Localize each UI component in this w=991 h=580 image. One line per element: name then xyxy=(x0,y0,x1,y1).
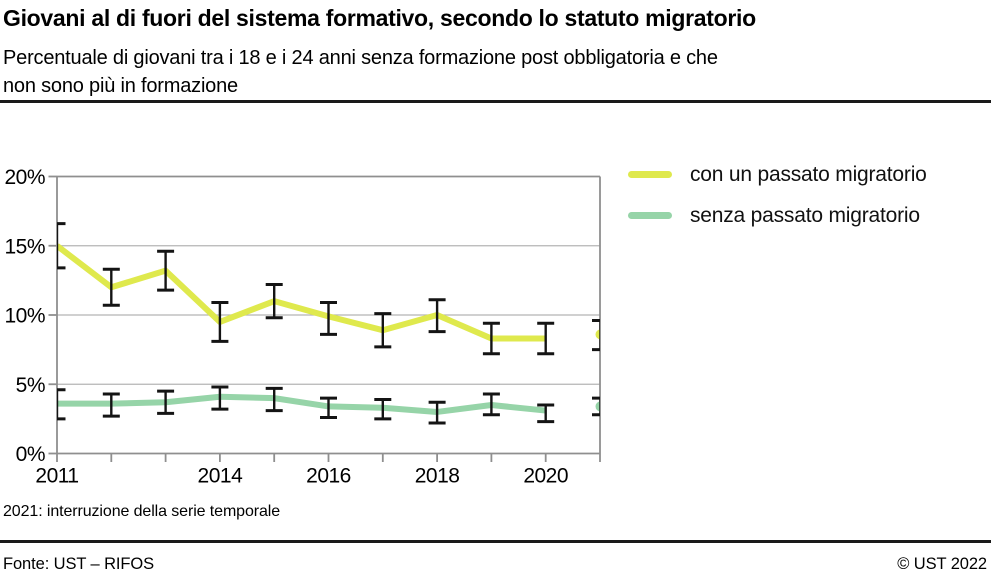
y-axis-label: 20% xyxy=(4,166,45,189)
data-line xyxy=(57,243,546,342)
x-axis-label: 2020 xyxy=(523,465,568,488)
legend-label: con un passato migratorio xyxy=(690,162,927,186)
green-line-swatch-icon xyxy=(628,212,672,219)
series-break-note: 2021: interruzione della serie temporale xyxy=(3,503,281,520)
legend-label: senza passato migratorio xyxy=(690,203,920,227)
post-break-data-point xyxy=(595,329,600,340)
x-axis-label: 2018 xyxy=(415,465,460,488)
x-axis-label: 2014 xyxy=(198,465,244,488)
footer-divider xyxy=(0,540,991,543)
chart-legend: con un passato migratorio senza passato … xyxy=(628,161,927,243)
y-axis-label: 5% xyxy=(16,374,45,397)
subtitle-line-1: Percentuale di giovani tra i 18 e i 24 a… xyxy=(3,47,718,69)
y-axis-label: 15% xyxy=(4,235,45,258)
y-axis-label: 10% xyxy=(4,305,45,328)
legend-item-senza-passato-migratorio: senza passato migratorio xyxy=(628,202,927,229)
yellow-line-swatch-icon xyxy=(628,171,672,178)
x-axis-label: 2016 xyxy=(306,465,351,488)
header-divider xyxy=(0,100,991,103)
copyright-text: © UST 2022 xyxy=(897,555,987,573)
source-text: Fonte: UST – RIFOS xyxy=(3,555,155,573)
page-title: Giovani al di fuori del sistema formativ… xyxy=(3,5,756,31)
x-axis-label: 2011 xyxy=(35,465,78,488)
subtitle-line-2: non sono più in formazione xyxy=(3,75,238,97)
chart-subtitle: Percentuale di giovani tra i 18 e i 24 a… xyxy=(3,44,903,100)
data-line xyxy=(57,393,547,415)
y-axis-label: 0% xyxy=(16,443,45,466)
post-break-data-point xyxy=(595,401,600,412)
legend-item-con-passato-migratorio: con un passato migratorio xyxy=(628,161,927,188)
